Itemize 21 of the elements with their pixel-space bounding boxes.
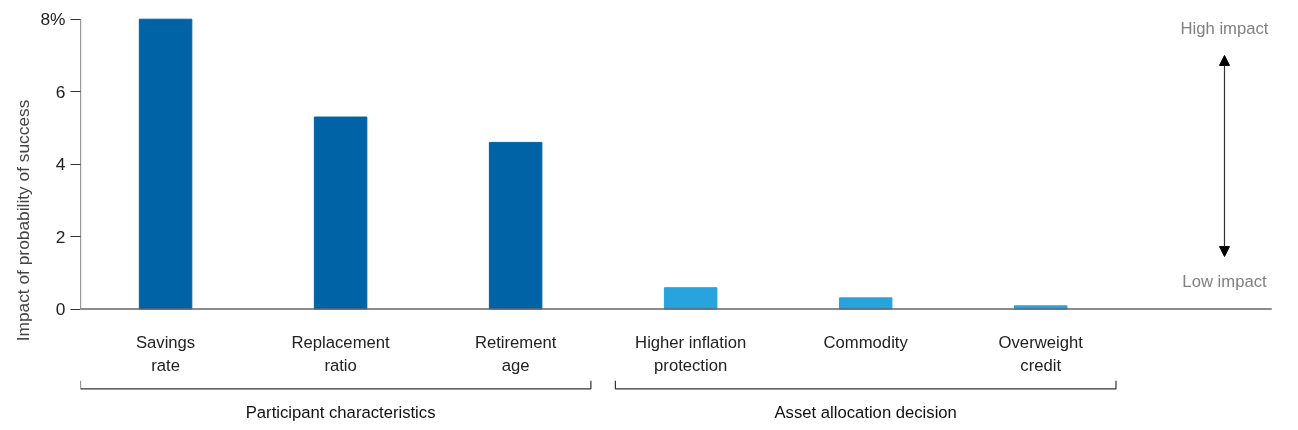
x-tick-label: Replacement ratio (291, 332, 391, 376)
y-tick-label: 6 (55, 81, 66, 102)
x-tick-label: Commodity (823, 332, 909, 352)
x-tick-label: Higher inflation protection (635, 332, 747, 376)
bar (138, 18, 193, 310)
y-tick-label: 8% (40, 9, 66, 30)
x-tick-label: Retirement age (474, 332, 557, 376)
bar (313, 116, 368, 310)
annotation: High impact (1180, 19, 1269, 39)
y-tick-label: 0 (55, 299, 66, 320)
y-tick-label: 2 (55, 226, 66, 247)
bar (838, 297, 893, 310)
x-tick-label: Overweight credit (998, 332, 1084, 376)
x-tick-label: Savings rate (135, 332, 196, 376)
text: Participant characteristics (245, 402, 436, 422)
annotation: Low impact (1182, 272, 1267, 292)
bar (663, 287, 718, 310)
y-tick-label: 4 (55, 154, 66, 175)
bar (488, 141, 543, 310)
y-axis-title: Impact of probability of success (13, 99, 34, 342)
text: Asset allocation decision (774, 402, 957, 422)
